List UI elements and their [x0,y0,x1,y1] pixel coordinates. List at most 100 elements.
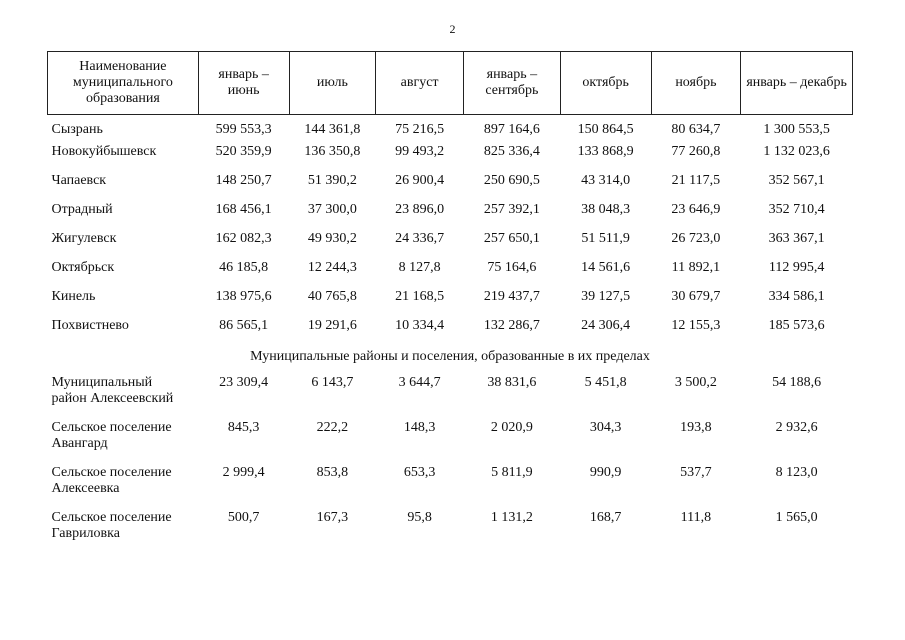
value-cell: 500,7 [227,510,260,525]
row-name: Похвистнево [51,318,129,333]
value-cell: 167,3 [316,510,349,525]
value-cell: 23 646,9 [671,202,721,217]
value-cell: 1 565,0 [775,510,818,525]
row-name-line: Муниципальный [51,375,153,390]
value-cell: 990,9 [589,465,622,480]
value-cell: 138 975,6 [215,289,272,304]
value-cell: 250 690,5 [483,173,540,188]
value-cell: 168 456,1 [215,202,272,217]
header-cell: август [375,51,464,115]
value-cell: 14 561,6 [581,260,631,275]
value-cell: 26 900,4 [395,173,445,188]
row-name: Муниципальный район Алексеевский [48,375,199,420]
row-name: Жигулевск [51,231,117,246]
value-cell: 38 831,6 [487,375,537,390]
row-name-line: Алексеевка [51,481,120,496]
value-cell: 825 336,4 [483,144,540,159]
value-cell: 19 291,6 [307,318,357,333]
value-cell: 12 155,3 [671,318,721,333]
row-name-line: Сельское поселение [51,465,172,480]
table-row: Кинель 138 975,6 40 765,8 21 168,5 219 437,7… [48,289,853,318]
table-row: Чапаевск 148 250,7 51 390,2 26 900,4 250 690… [48,173,853,202]
value-cell: 2 932,6 [775,420,818,435]
header-row: Наименование муниципального образования … [47,51,853,115]
header-cell: январь – декабрь [740,51,853,115]
value-cell: 86 565,1 [219,318,269,333]
value-cell: 112 995,4 [768,260,825,275]
value-cell: 2 020,9 [490,420,533,435]
value-cell: 193,8 [680,420,712,435]
value-cell: 133 868,9 [577,144,634,159]
value-cell: 46 185,8 [219,260,269,275]
row-name: Сельское поселение Гавриловка [48,510,199,555]
table-row: Отрадный 168 456,1 37 300,0 23 896,0 257 392… [48,202,853,231]
value-cell: 80 634,7 [671,122,721,137]
table-row: Похвистнево 86 565,1 19 291,6 10 334,4 132 2… [48,318,853,347]
value-cell: 132 286,7 [483,318,540,333]
row-name-line: Гавриловка [51,526,120,541]
value-cell: 39 127,5 [581,289,631,304]
value-cell: 51 511,9 [581,231,630,246]
value-cell: 38 048,3 [581,202,631,217]
value-cell: 599 553,3 [215,122,272,137]
value-cell: 3 644,7 [398,375,441,390]
value-cell: 352 710,4 [768,202,825,217]
row-name: Чапаевск [51,173,107,188]
page-number: 2 [449,22,456,36]
row-name-line: Сельское поселение [51,510,172,525]
value-cell: 363 367,1 [768,231,825,246]
value-cell: 219 437,7 [483,289,540,304]
table-row: Жигулевск 162 082,3 49 930,2 24 336,7 257 65… [48,231,853,260]
value-cell: 257 392,1 [483,202,540,217]
row-name: Новокуйбышевск [51,144,157,159]
value-cell: 148,3 [403,420,436,435]
header-cell: ноябрь [650,51,742,115]
value-cell: 148 250,7 [215,173,272,188]
value-cell: 40 765,8 [307,289,357,304]
value-cell: 3 500,2 [674,375,717,390]
value-cell: 5 811,9 [491,465,533,480]
table-header: Наименование муниципального образования … [47,51,853,115]
value-cell: 11 892,1 [671,260,721,275]
table-body: Сызрань 599 553,3 144 361,8 75 216,5 897 164… [48,115,853,556]
value-cell: 6 143,7 [311,375,354,390]
value-cell: 1 300 553,5 [763,122,830,137]
value-cell: 2 999,4 [222,465,265,480]
value-cell: 43 314,0 [581,173,631,188]
value-cell: 23 896,0 [395,202,445,217]
value-cell: 897 164,6 [483,122,540,137]
header-cell: январь – июнь [197,51,290,115]
value-cell: 24 306,4 [581,318,631,333]
table-row: Октябрьск 46 185,8 12 244,3 8 127,8 75 164,6… [48,260,853,289]
value-cell: 168,7 [589,510,622,525]
value-cell: 21 168,5 [395,289,445,304]
value-cell: 77 260,8 [671,144,721,159]
row-name: Отрадный [51,202,113,217]
value-cell: 257 650,1 [483,231,540,246]
row-name-line: район Алексеевский [51,391,174,406]
value-cell: 8 127,8 [398,260,441,275]
value-cell: 8 123,0 [775,465,818,480]
row-name: Кинель [51,289,96,304]
table-row: Новокуйбышевск 520 359,9 136 350,8 99 493,2… [48,144,853,173]
value-cell: 853,8 [316,465,349,480]
table-row: Сельское поселение Алексеевка 2 999,4 853,8… [48,465,853,510]
row-name-line: Авангард [51,436,108,451]
header-cell: Наименование муниципального образования [47,51,199,115]
value-cell: 54 188,6 [772,375,822,390]
value-cell: 304,3 [589,420,622,435]
section-row: Муниципальные районы и поселения, образо… [48,347,853,375]
table-row: Сельское поселение Гавриловка 500,7 167,3 95… [48,510,853,555]
row-name-line: Сельское поселение [51,420,172,435]
value-cell: 21 117,5 [671,173,721,188]
value-cell: 30 679,7 [671,289,721,304]
row-name: Сельское поселение Авангард [48,420,199,465]
row-name: Сызрань [51,122,103,137]
value-cell: 99 493,2 [395,144,445,159]
value-cell: 150 864,5 [577,122,634,137]
value-cell: 334 586,1 [768,289,825,304]
section-title: Муниципальные районы и поселения, образо… [250,349,650,364]
value-cell: 75 164,6 [487,260,537,275]
value-cell: 75 216,5 [395,122,445,137]
value-cell: 51 390,2 [307,173,357,188]
